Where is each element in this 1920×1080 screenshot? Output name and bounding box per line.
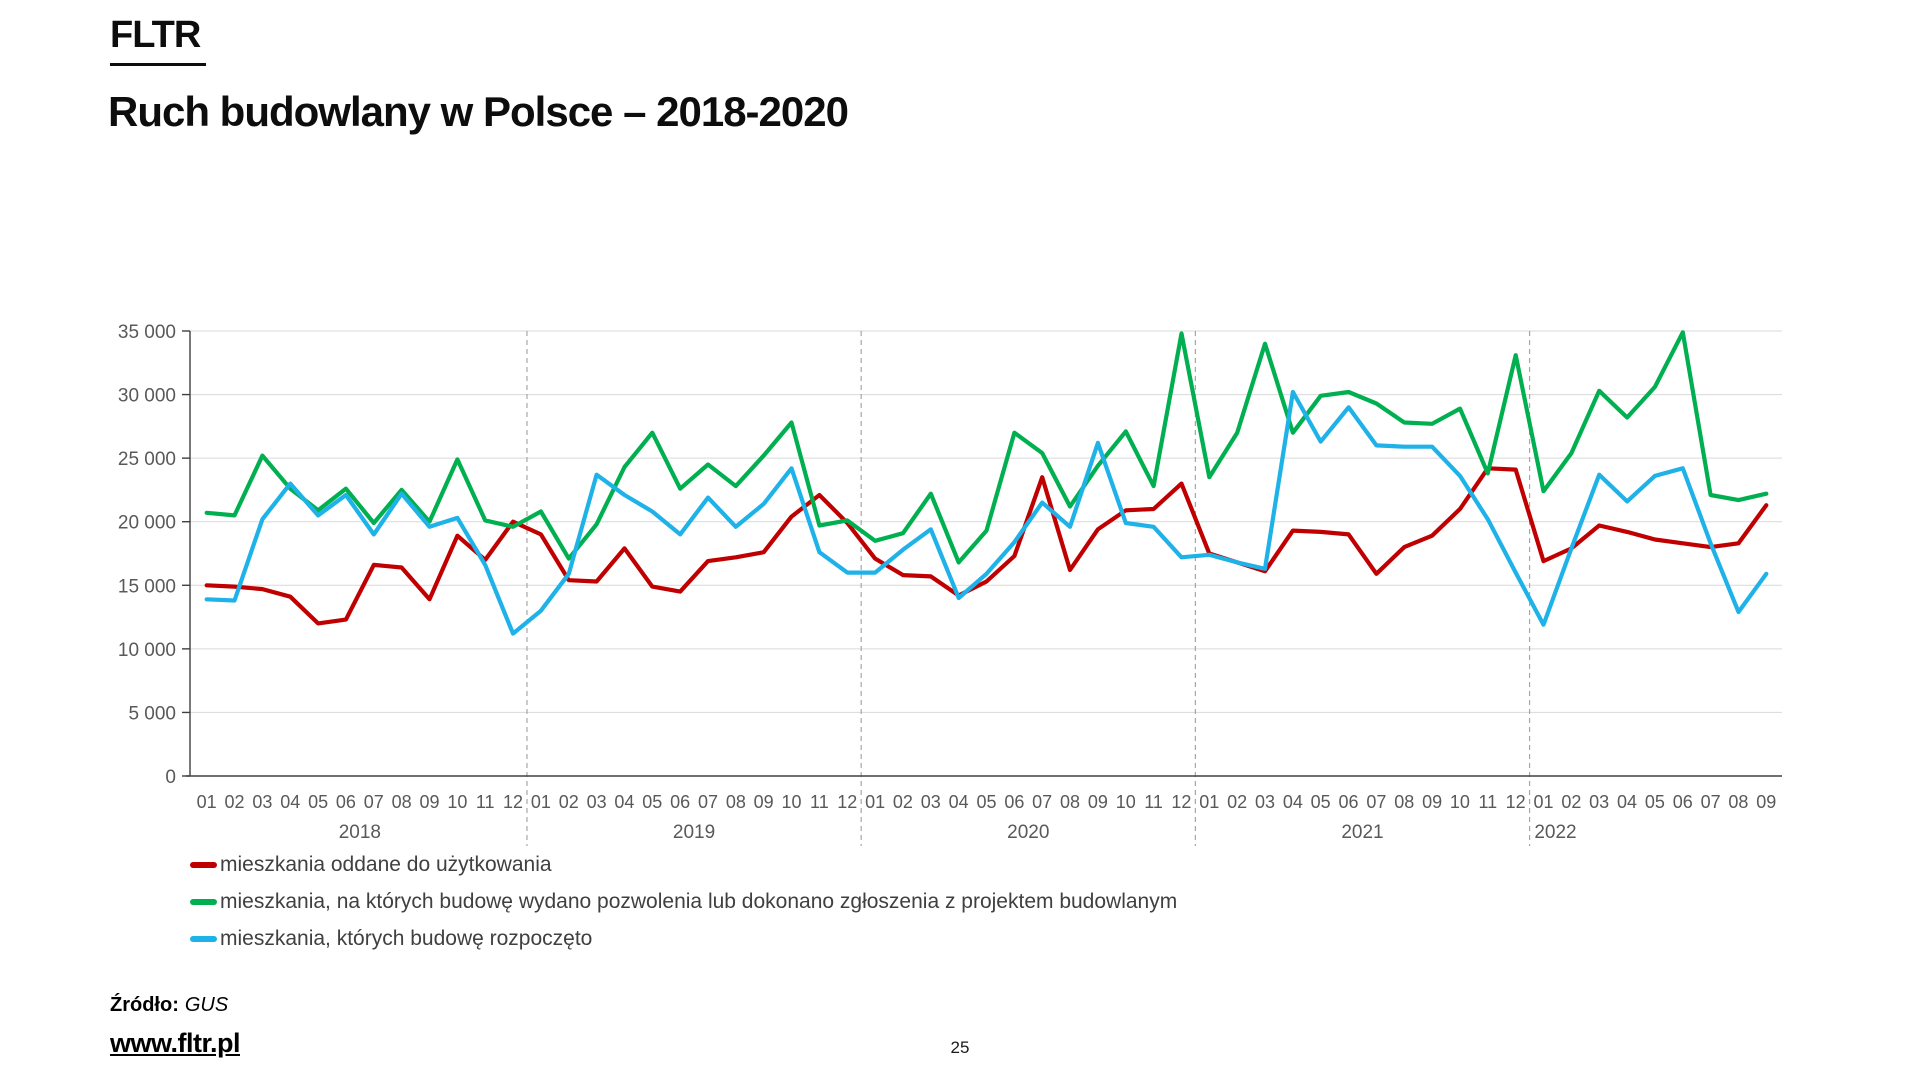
x-tick-label: 06 [1673,792,1693,812]
page-number: 25 [950,1038,970,1057]
x-tick-label: 01 [865,792,885,812]
source-label: Źródło: [110,994,179,1016]
x-tick-label: 03 [252,792,272,812]
x-tick-label: 02 [893,792,913,812]
x-tick-label: 04 [614,792,634,812]
x-tick-label: 06 [670,792,690,812]
x-year-label: 2020 [1007,822,1049,843]
x-year-label: 2021 [1341,822,1383,843]
x-tick-label: 11 [1144,792,1163,812]
x-tick-label: 02 [1227,792,1247,812]
legend-label: mieszkania, na których budowę wydano poz… [220,889,1178,913]
x-year-label: 2019 [673,822,715,843]
x-tick-label: 11 [810,792,829,812]
x-tick-label: 07 [1701,792,1721,812]
y-tick-label: 15 000 [118,576,176,597]
y-tick-label: 35 000 [118,322,176,343]
x-tick-label: 02 [225,792,245,812]
source-value: GUS [184,994,229,1016]
series-line [204,466,1769,626]
x-tick-label: 01 [197,792,217,812]
x-tick-label: 01 [1199,792,1219,812]
x-tick-label: 12 [1171,792,1191,812]
x-tick-label: 05 [976,792,996,812]
x-tick-label: 03 [1589,792,1609,812]
x-tick-label: 12 [837,792,857,812]
legend-swatch [190,935,217,942]
x-tick-label: 09 [419,792,439,812]
x-tick-label: 01 [1533,792,1553,812]
x-tick-label: 11 [476,792,495,812]
x-tick-label: 07 [1032,792,1052,812]
x-tick-label: 04 [949,792,969,812]
series-line [204,389,1769,636]
x-tick-label: 07 [1366,792,1386,812]
legend-swatch [190,861,217,868]
x-tick-label: 01 [531,792,551,812]
y-tick-label: 5 000 [128,703,176,724]
x-year-label: 2018 [339,822,381,843]
x-tick-label: 02 [1561,792,1581,812]
x-tick-label: 08 [1394,792,1414,812]
x-tick-label: 08 [392,792,412,812]
x-tick-label: 05 [1311,792,1331,812]
x-tick-label: 11 [1478,792,1497,812]
x-tick-label: 06 [1339,792,1359,812]
x-tick-label: 09 [1088,792,1108,812]
x-tick-label: 06 [336,792,356,812]
legend-label: mieszkania, których budowę rozpoczęto [220,926,593,950]
x-year-label: 2022 [1534,822,1576,843]
x-tick-label: 07 [698,792,718,812]
y-tick-label: 0 [165,767,176,788]
x-tick-label: 08 [1060,792,1080,812]
x-tick-label: 10 [1116,792,1136,812]
x-tick-label: 04 [1283,792,1303,812]
x-tick-label: 10 [447,792,467,812]
y-tick-label: 20 000 [118,513,176,534]
x-tick-label: 05 [1645,792,1665,812]
x-tick-label: 05 [642,792,662,812]
x-tick-label: 09 [754,792,774,812]
x-tick-label: 09 [1422,792,1442,812]
x-tick-label: 03 [921,792,941,812]
legend-label: mieszkania oddane do użytkowania [220,852,552,876]
brand-logo: FLTR [110,14,207,66]
x-tick-label: 12 [503,792,523,812]
x-tick-label: 02 [559,792,579,812]
x-tick-label: 05 [308,792,328,812]
legend-item: mieszkania, na których budowę wydano poz… [190,883,1177,920]
x-tick-label: 06 [1004,792,1024,812]
x-tick-label: 08 [726,792,746,812]
x-tick-label: 07 [364,792,384,812]
legend-swatch [190,898,217,905]
x-tick-label: 09 [1756,792,1776,812]
x-tick-label: 08 [1728,792,1748,812]
y-tick-label: 25 000 [118,449,176,470]
website-link[interactable]: www.fltr.pl [110,1028,241,1058]
legend-item: mieszkania oddane do użytkowania [190,846,1177,883]
x-tick-label: 04 [280,792,300,812]
legend-item: mieszkania, których budowę rozpoczęto [190,920,1177,957]
x-tick-label: 04 [1617,792,1637,812]
y-tick-label: 10 000 [118,640,176,661]
x-tick-label: 12 [1506,792,1526,812]
source: Źródło: GUS [110,994,228,1017]
x-tick-label: 10 [782,792,802,812]
y-tick-label: 30 000 [118,386,176,407]
page-title: Ruch budowlany w Polsce – 2018-2020 [108,88,849,135]
chart-legend: mieszkania oddane do użytkowania mieszka… [190,846,1177,957]
x-tick-label: 03 [1255,792,1275,812]
series-line [204,330,1769,565]
x-tick-label: 10 [1450,792,1470,812]
x-tick-label: 03 [587,792,607,812]
